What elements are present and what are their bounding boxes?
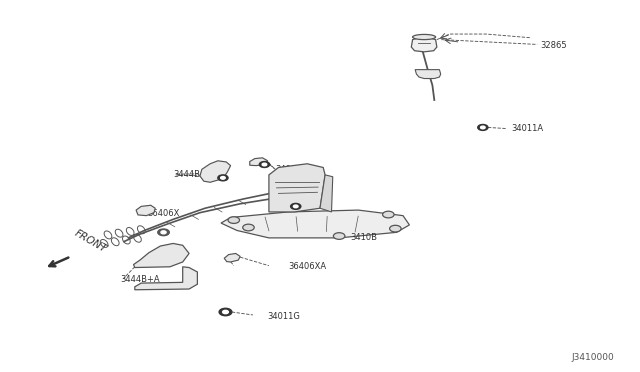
Polygon shape [221,210,410,238]
Text: FRONT: FRONT [72,228,108,254]
Text: 32865: 32865 [540,41,567,50]
Circle shape [218,175,228,181]
Ellipse shape [413,35,436,39]
Circle shape [262,163,267,166]
Circle shape [221,176,225,179]
Text: 3410B: 3410B [351,233,378,243]
Circle shape [161,231,166,234]
Circle shape [243,224,254,231]
Circle shape [291,203,301,209]
Circle shape [390,225,401,232]
Polygon shape [269,164,325,212]
Circle shape [228,217,239,224]
Circle shape [259,161,269,167]
Text: 3444B+A: 3444B+A [121,275,161,284]
Circle shape [158,229,170,235]
Polygon shape [134,243,189,267]
Circle shape [293,205,298,208]
Polygon shape [320,175,333,212]
Circle shape [219,308,232,316]
Circle shape [481,126,485,129]
Text: 3444B: 3444B [173,170,200,179]
Text: 34011A: 34011A [511,124,544,133]
Text: 36406X: 36406X [148,209,180,218]
Polygon shape [224,253,240,262]
Circle shape [477,125,488,131]
Polygon shape [136,205,156,216]
Polygon shape [415,70,441,78]
Text: 34011G: 34011G [268,312,301,321]
Circle shape [333,233,345,239]
Circle shape [223,310,228,314]
Polygon shape [412,38,437,52]
Polygon shape [250,158,268,166]
Text: 36406XA: 36406XA [288,262,326,271]
Text: 34011B: 34011B [275,165,308,174]
Circle shape [383,211,394,218]
Text: J3410000: J3410000 [571,353,614,362]
Polygon shape [200,161,230,182]
Polygon shape [135,267,197,290]
